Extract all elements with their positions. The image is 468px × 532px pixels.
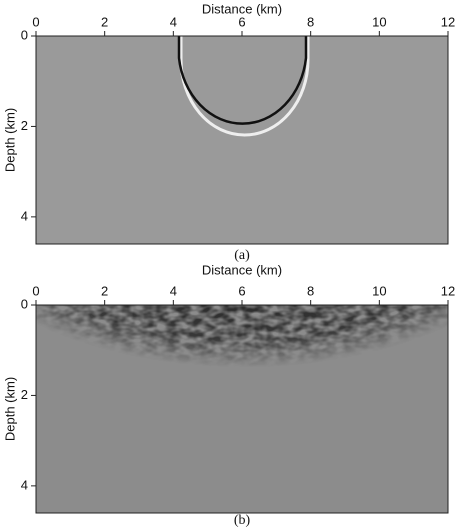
x-tick-label: 12 xyxy=(441,14,455,29)
x-tick-label: 2 xyxy=(101,14,108,29)
x-tick-label: 8 xyxy=(307,14,314,29)
x-tick-label: 4 xyxy=(170,14,177,29)
image-a xyxy=(36,36,448,244)
y-axis-label: Depth (km) xyxy=(2,108,17,172)
x-tick-label: 12 xyxy=(441,283,455,298)
image-b xyxy=(36,305,448,513)
y-tick-label: 0 xyxy=(21,296,28,311)
y-tick-label: 2 xyxy=(21,118,28,133)
y-tick-label: 4 xyxy=(21,477,28,492)
x-tick-label: 4 xyxy=(170,283,177,298)
y-tick-label: 4 xyxy=(21,208,28,223)
x-axis-label: Distance (km) xyxy=(202,262,282,277)
y-axis-label: Depth (km) xyxy=(2,377,17,441)
x-tick-label: 10 xyxy=(372,14,386,29)
y-tick-label: 0 xyxy=(21,27,28,42)
x-tick-label: 10 xyxy=(372,283,386,298)
x-tick-label: 8 xyxy=(307,283,314,298)
x-tick-label: 2 xyxy=(101,283,108,298)
x-tick-label: 6 xyxy=(238,14,245,29)
x-tick-label: 0 xyxy=(32,283,39,298)
x-tick-label: 0 xyxy=(32,14,39,29)
x-axis-label: Distance (km) xyxy=(202,1,282,16)
x-tick-label: 6 xyxy=(238,283,245,298)
caption: (a) xyxy=(234,248,250,263)
axes: 0 2 4 6 8 10 12 0 2 4 Distance (km) Depth (km) (a) 0 2… xyxy=(2,1,455,528)
caption: (b) xyxy=(234,513,251,528)
y-tick-label: 2 xyxy=(21,387,28,402)
